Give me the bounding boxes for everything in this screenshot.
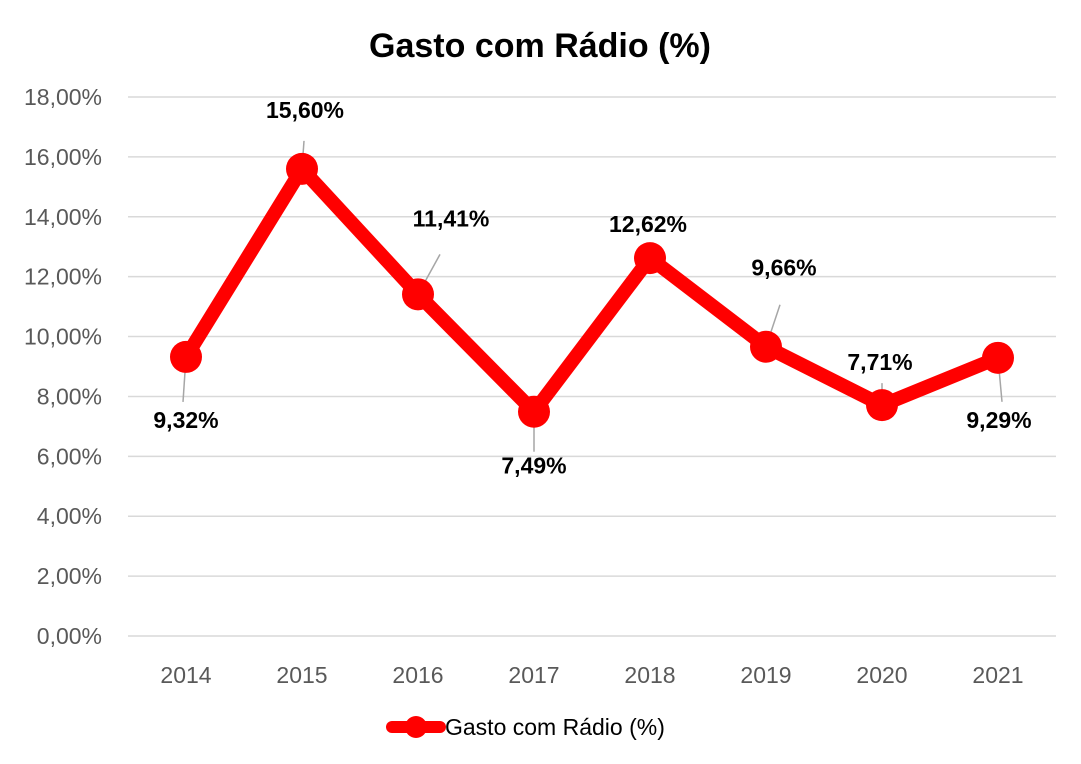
y-tick-label: 16,00% — [24, 144, 102, 170]
y-tick-label: 18,00% — [24, 84, 102, 110]
data-label-2020: 7,71% — [847, 349, 912, 375]
y-tick-label: 12,00% — [24, 264, 102, 290]
series-gasto-radio — [170, 152, 1014, 428]
data-label-2019: 9,66% — [751, 255, 816, 281]
x-tick-label: 2014 — [160, 662, 211, 688]
x-tick-label: 2020 — [856, 662, 907, 688]
data-point-2015 — [286, 152, 318, 185]
data-label-2014: 9,32% — [153, 407, 218, 433]
data-label-2015: 15,60% — [266, 97, 344, 123]
x-tick-label: 2019 — [740, 662, 791, 688]
x-tick-label: 2017 — [508, 662, 559, 688]
y-tick-label: 14,00% — [24, 204, 102, 230]
series-line — [179, 161, 1005, 419]
x-tick-label: 2021 — [972, 662, 1023, 688]
x-tick-label: 2015 — [276, 662, 327, 688]
data-label-2016: 11,41% — [413, 205, 490, 231]
y-tick-label: 6,00% — [37, 443, 102, 469]
chart-title: Gasto com Rádio (%) — [369, 27, 711, 65]
y-tick-label: 0,00% — [37, 623, 102, 649]
gridlines — [128, 96, 1056, 637]
y-tick-label: 10,00% — [24, 324, 102, 350]
legend: Gasto com Rádio (%) — [386, 714, 665, 740]
data-point-2016 — [402, 278, 434, 311]
y-tick-label: 8,00% — [37, 383, 102, 409]
x-tick-label: 2016 — [392, 662, 443, 688]
y-axis: 0,00% 2,00% 4,00% 6,00% 8,00% 10,00% 12,00% 14,… — [24, 84, 102, 649]
data-point-2018 — [634, 242, 666, 275]
data-point-2019 — [750, 330, 782, 363]
data-labels: 9,32% 15,60% 11,41% 7,49% 12,62% 9,66% 7,71% 9,… — [153, 97, 1031, 479]
data-point-2017 — [518, 395, 550, 428]
data-point-2014 — [170, 340, 202, 373]
x-tick-label: 2018 — [624, 662, 675, 688]
x-axis: 2014 2015 2016 2017 2018 2019 2020 2021 — [160, 662, 1023, 688]
y-tick-label: 4,00% — [37, 503, 102, 529]
data-label-2018: 12,62% — [609, 211, 687, 237]
data-label-2017: 7,49% — [501, 453, 566, 479]
data-label-2021: 9,29% — [966, 407, 1031, 433]
y-tick-label: 2,00% — [37, 563, 102, 589]
legend-marker-swatch — [405, 716, 427, 738]
data-point-2021 — [982, 341, 1014, 374]
data-point-2020 — [866, 389, 898, 422]
legend-label: Gasto com Rádio (%) — [445, 714, 665, 740]
